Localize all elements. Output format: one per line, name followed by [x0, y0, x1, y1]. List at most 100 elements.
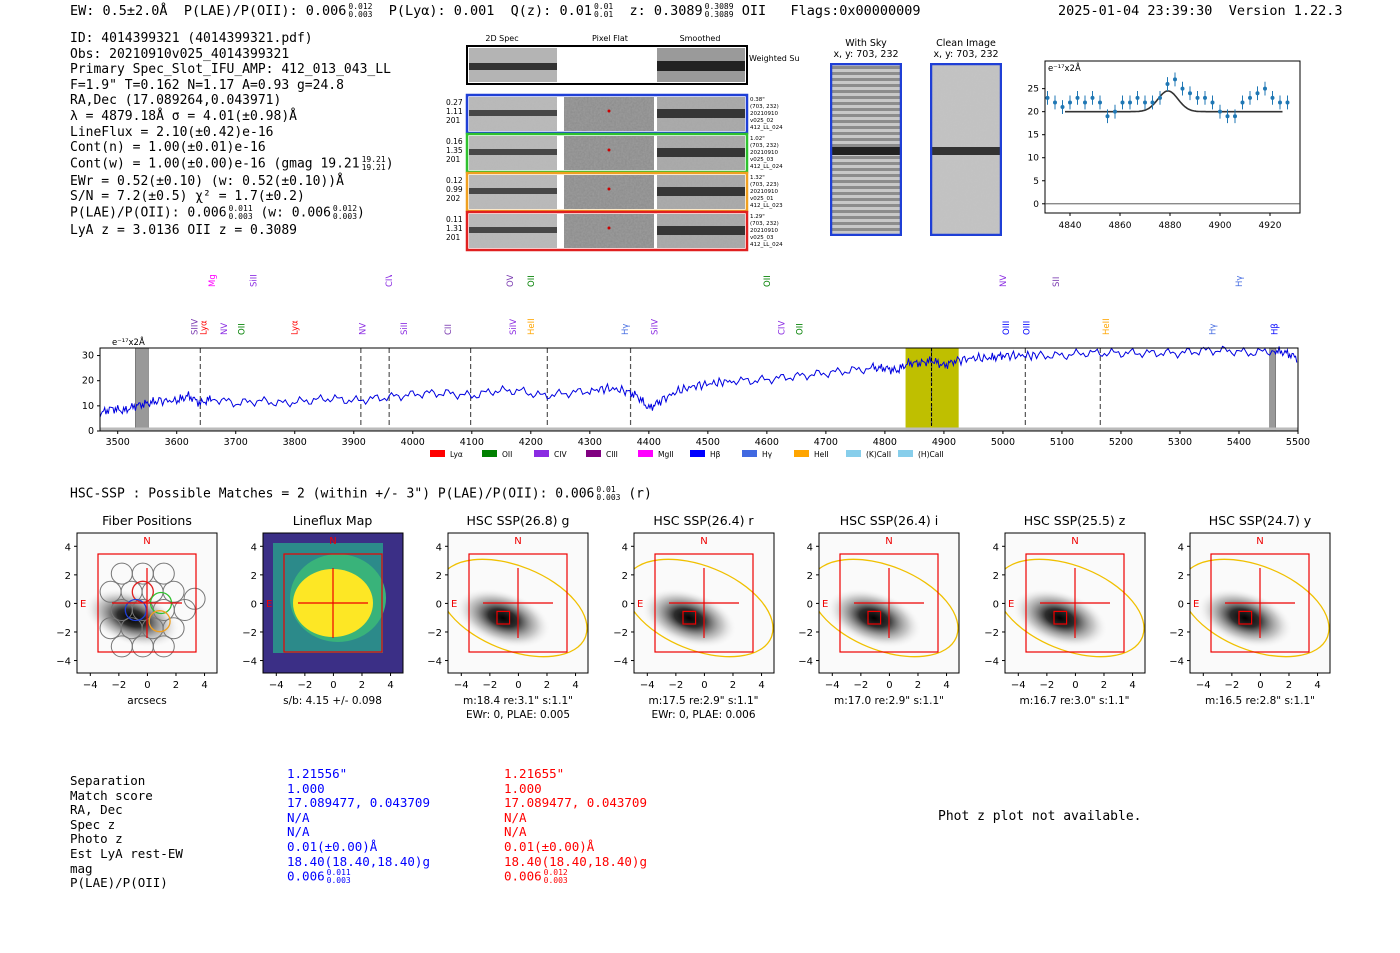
cutout-2dspec-trace — [469, 188, 557, 194]
spectrum-xtick-label: 3700 — [224, 437, 248, 448]
panel-xtick-label: 2 — [729, 680, 735, 691]
spectrum-frame — [99, 347, 1299, 432]
info-plae-lo: 0.003 — [228, 211, 253, 221]
panel-xtick-label: 0 — [1257, 680, 1263, 691]
spectrum-flux-line — [99, 345, 1298, 418]
panel-xtick-label: 4 — [387, 680, 393, 691]
info-contn: Cont(n) = 1.00(±0.01)e-16 — [70, 140, 266, 156]
cutout-row-meta: (703, 232) — [750, 221, 779, 227]
match-red-specz: N/A — [504, 809, 527, 825]
info-plae-hi: 0.011 — [228, 203, 253, 213]
match-red-ew: 0.01(±0.00)Å — [504, 838, 595, 854]
header-qz-hi: 0.01 — [593, 2, 614, 11]
match-blue-plae-hi: 0.011 — [326, 868, 351, 878]
header-qz-lo: 0.01 — [593, 10, 614, 19]
info-obs: Obs: 20210910v025_4014399321 — [70, 46, 290, 62]
hsc-panel-caption: m:16.7 re:3.0" s:1.1" — [1019, 695, 1130, 707]
cutout-row-meta: 20210910 — [750, 228, 778, 234]
fit-xtick-label: 4900 — [1209, 221, 1232, 231]
info-plae-w: (w: 0.006 — [260, 205, 331, 221]
panel-ytick-label: 0 — [992, 599, 998, 610]
search-box — [1210, 553, 1310, 653]
match-blue-ew: 0.01(±0.00)Å — [287, 838, 378, 854]
hsc-title: HSC-SSP : Possible Matches = 2 (within +… — [70, 486, 652, 502]
cutout-pixelflat-noise — [564, 97, 654, 131]
weighted-sum-label: Weighted Sum — [749, 54, 800, 63]
fiber-blue — [124, 598, 147, 622]
spectrum-line-label: HeII — [1102, 318, 1112, 335]
spectrum-legend-swatch — [586, 450, 601, 457]
cutout-col-label-2dspec: 2D Spec — [485, 34, 518, 43]
spectrum-xtick-label: 5300 — [1168, 437, 1192, 448]
cutout-pixelflat-marker — [607, 187, 611, 191]
spectrum-ytick-label: 10 — [82, 401, 94, 412]
match-blue-specz: N/A — [287, 809, 310, 825]
spectrum-line-label: OII — [527, 275, 537, 287]
spectrum-legend-swatch — [898, 450, 913, 457]
spectrum-line-label: SiII — [400, 322, 410, 335]
cutout-2dspec-trace — [469, 227, 557, 233]
fiber-circle — [173, 599, 196, 621]
clean-image-title: Clean Image — [936, 38, 996, 49]
aperture-ellipse — [448, 558, 588, 658]
cutout-col-label-smoothed: Smoothed — [680, 34, 721, 43]
detection-info: ID: 4014399321 (4014399321.pdf) Obs: 202… — [70, 31, 394, 238]
info-primary: Primary Spec_Slot_IFU_AMP: 412_013_043_L… — [70, 62, 391, 78]
spectrum-ytick-label: 30 — [82, 351, 94, 362]
fit-data-point — [1158, 95, 1162, 100]
hsc-panel-title: HSC SSP(26.8) g — [466, 513, 570, 528]
spectrum-masked-region — [1269, 347, 1276, 432]
fit-data-point — [1225, 114, 1230, 119]
spectrum-xtick-label: 4800 — [873, 437, 897, 448]
fit-ytick-label: 25 — [1028, 85, 1039, 95]
cutout-smoothed-trace — [657, 148, 745, 157]
spectrum-xtick-label: 4100 — [460, 437, 484, 448]
spectrum-masked-region — [135, 347, 149, 432]
spectrum-xtick-label: 3800 — [283, 437, 307, 448]
fit-xtick-label: 4860 — [1109, 221, 1132, 231]
hsc-panel-image: N E 4 2 0 −2 −4 −4 −2 0 2 4 — [984, 532, 1145, 691]
hsc-panel-title: HSC SSP(25.5) z — [1023, 513, 1126, 528]
panel-ytick-label: −4 — [242, 657, 257, 668]
match-red-column: 1.21655" 1.000 17.089477, 0.043709 N/A N… — [504, 766, 647, 887]
fit-data-point — [1120, 100, 1125, 105]
fiber-circle — [162, 617, 185, 640]
fit-plot-frame — [1044, 60, 1301, 214]
hsc-title-text: HSC-SSP : Possible Matches = 2 (within +… — [70, 486, 595, 502]
east-label: E — [822, 599, 828, 610]
match-label-specz: Spec z — [70, 816, 116, 832]
panel-xtick-label: 2 — [1100, 680, 1106, 691]
fit-data-point — [1285, 100, 1290, 105]
cutout-smoothed-trace — [657, 226, 745, 235]
cutout-row-stat: 0.99 — [446, 185, 463, 194]
spectrum-line-label: SiII — [249, 275, 259, 287]
search-box — [653, 553, 754, 653]
header-z-line: OII — [741, 3, 767, 19]
spectrum-line-label: NV — [999, 275, 1009, 287]
panel-ytick-label: 4 — [250, 542, 256, 553]
fit-ytick-label: 5 — [1033, 177, 1039, 187]
fit-data-point — [1278, 100, 1282, 105]
panel-xtick-label: −4 — [1196, 680, 1211, 691]
aperture-ellipse — [1190, 558, 1330, 658]
header-plae: P(LAE)/P(OII): 0.006 — [183, 3, 347, 19]
search-box — [97, 553, 197, 653]
hsc-panel-image: N E 4 2 0 −2 −4 −4 −2 0 2 4 — [1169, 532, 1331, 691]
spectrum-line-label: MgII — [208, 275, 218, 287]
spectrum-line-label: SIIV — [190, 319, 200, 335]
panel-xtick-label: −2 — [297, 680, 312, 691]
panel-xtick-label: 0 — [1072, 680, 1078, 691]
spectrum-legend-label: (H)CaII — [918, 450, 944, 459]
info-lineflux: LineFlux = 2.10(±0.42)e-16 — [70, 124, 274, 140]
spectrum-line-label: OIII — [1002, 321, 1012, 335]
hsc-title-lo: 0.003 — [596, 493, 621, 502]
fit-data-point — [1218, 109, 1222, 114]
panel-xtick-label: −4 — [639, 680, 654, 691]
match-marker — [681, 610, 696, 625]
east-label: E — [266, 599, 272, 610]
spectrum-legend-swatch — [794, 450, 809, 457]
spectrum-legend-label: CIII — [606, 450, 618, 459]
cutout-row-stat: 1.11 — [446, 107, 463, 116]
cutout-row-stat: 202 — [446, 194, 461, 203]
cutout-row-meta: (703, 232) — [750, 104, 779, 110]
